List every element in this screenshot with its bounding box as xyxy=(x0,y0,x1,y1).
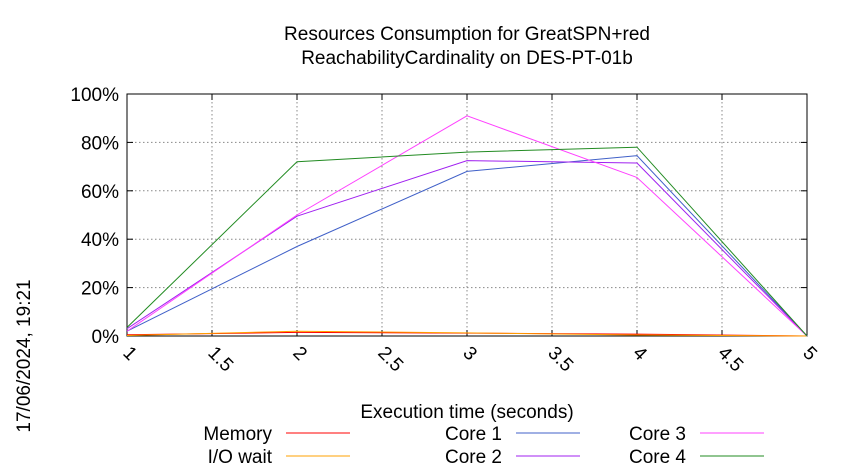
series-line-core-4 xyxy=(126,146,808,337)
x-axis-label: Execution time (seconds) xyxy=(360,402,573,423)
y-tick-label: 0% xyxy=(92,327,120,348)
x-tick-label: 5 xyxy=(798,343,820,365)
y-tick-label: 100% xyxy=(70,85,119,106)
series-lines xyxy=(126,115,808,337)
chart-title-line-1: Resources Consumption for GreatSPN+red xyxy=(284,24,650,45)
legend-label: Core 3 xyxy=(629,424,686,445)
x-tick-label: 3 xyxy=(458,343,480,365)
legend-label: Core 4 xyxy=(629,447,686,468)
legend-label: Core 2 xyxy=(445,447,502,468)
series-line-i-o-wait xyxy=(126,330,808,337)
y-tick-label: 20% xyxy=(81,279,119,300)
x-tick-label: 2 xyxy=(288,343,310,365)
legend-label: Core 1 xyxy=(445,424,502,445)
y-tick-label: 60% xyxy=(81,182,119,203)
x-tick-label: 4.5 xyxy=(713,343,747,377)
x-tick-label: 3.5 xyxy=(543,343,577,377)
legend-label: Memory xyxy=(203,424,272,445)
timestamp: 17/06/2024, 19:21 xyxy=(14,279,35,432)
chart-title-line-2: ReachabilityCardinality on DES-PT-01b xyxy=(301,48,633,69)
x-tick-label: 1 xyxy=(118,343,140,365)
y-tick-label: 80% xyxy=(81,133,119,154)
series-line-core-3 xyxy=(126,115,808,337)
y-tick-label: 40% xyxy=(81,230,119,251)
series-line-core-1 xyxy=(126,155,808,337)
grid-lines xyxy=(126,93,808,337)
x-tick-label: 4 xyxy=(628,343,651,366)
x-tick-label: 2.5 xyxy=(373,343,407,377)
x-tick-label: 1.5 xyxy=(203,343,237,377)
legend-label: I/O wait xyxy=(208,447,273,468)
